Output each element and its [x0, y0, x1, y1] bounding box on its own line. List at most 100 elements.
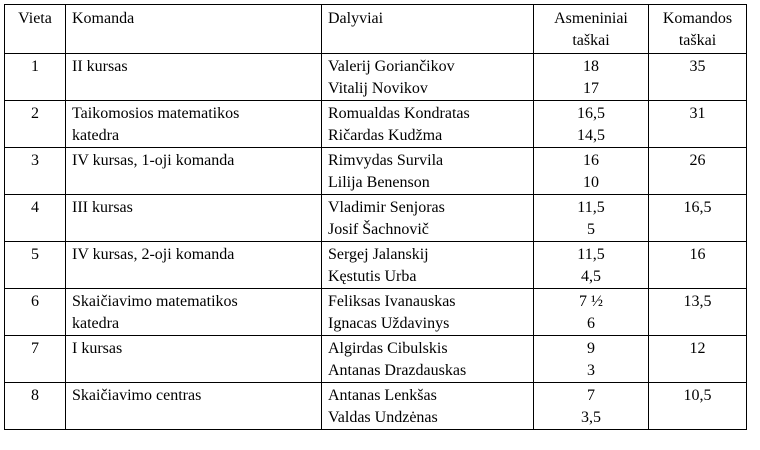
place-cell: 6	[4, 288, 66, 336]
results-table-container: Vieta Komanda Dalyviai Asmeniniai taškai…	[4, 4, 747, 430]
results-table: Vieta Komanda Dalyviai Asmeniniai taškai…	[4, 4, 747, 430]
participants-cell: Algirdas Cibulskis Antanas Drazdauskas	[321, 335, 534, 383]
participant-name: Feliksas Ivanauskas	[328, 293, 456, 310]
team-points-value: 16	[689, 246, 706, 263]
place-cell: 7	[4, 335, 66, 383]
personal-points-value: 4,5	[581, 268, 601, 285]
participant-name: Romualdas Kondratas	[328, 105, 470, 122]
team-name-line1: IV kursas, 1-oji komanda	[72, 152, 235, 169]
personal-points-cell: 11,5 4,5	[533, 241, 649, 289]
team-points-value: 12	[689, 340, 706, 357]
team-points-value: 31	[689, 105, 706, 122]
participant-name: Vitalij Novikov	[328, 80, 428, 97]
participant-name: Kęstutis Urba	[328, 268, 417, 285]
team-name-line1: Taikomosios matematikos	[72, 105, 240, 122]
table-row: 7 I kursas Algirdas Cibulskis Antanas Drazd…	[4, 335, 747, 383]
team-points-cell: 35	[648, 53, 747, 101]
personal-points-value: 10	[583, 174, 599, 191]
personal-points-value: 16	[583, 152, 599, 169]
team-points-value: 26	[689, 152, 706, 169]
team-name-line2: katedra	[72, 315, 120, 332]
personal-points-value: 11,5	[577, 199, 605, 216]
participant-name: Ričardas Kudžma	[328, 127, 443, 144]
team-points-cell: 26	[648, 147, 747, 195]
personal-points-cell: 16 10	[533, 147, 649, 195]
personal-points-value: 7 ½	[579, 293, 603, 310]
team-name-line2: katedra	[72, 127, 120, 144]
team-points-value: 35	[689, 58, 706, 75]
participant-name: Vladimir Senjoras	[328, 199, 445, 216]
participants-cell: Feliksas Ivanauskas Ignacas Uždavinys	[321, 288, 534, 336]
team-cell: IV kursas, 1-oji komanda	[65, 147, 322, 195]
team-name-line1: Skaičiavimo centras	[72, 387, 202, 404]
header-team: Komanda	[65, 4, 322, 54]
participants-cell: Vladimir Senjoras Josif Šachnovič	[321, 194, 534, 242]
place-cell: 5	[4, 241, 66, 289]
personal-points-cell: 11,5 5	[533, 194, 649, 242]
header-participants: Dalyviai	[321, 4, 534, 54]
participant-name: Algirdas Cibulskis	[328, 340, 448, 357]
personal-points-cell: 7 3,5	[533, 382, 649, 430]
results-body: 1 II kursas Valerij Goriančikov Vitalij Nov…	[4, 53, 747, 430]
personal-points-value: 6	[587, 315, 595, 332]
place-cell: 4	[4, 194, 66, 242]
team-points-cell: 16	[648, 241, 747, 289]
team-name-line1: II kursas	[72, 58, 128, 75]
participant-name: Lilija Benenson	[328, 174, 430, 191]
personal-points-cell: 16,5 14,5	[533, 100, 649, 148]
header-team-points-line2: taškai	[678, 32, 717, 49]
table-row: 2 Taikomosios matematikos katedra Romualdas…	[4, 100, 747, 148]
personal-points-value: 17	[583, 80, 599, 97]
team-points-cell: 12	[648, 335, 747, 383]
personal-points-value: 11,5	[577, 246, 605, 263]
header-team-points-line1: Komandos	[662, 10, 733, 27]
team-name-line1: IV kursas, 2-oji komanda	[72, 246, 235, 263]
team-points-value: 10,5	[683, 387, 712, 404]
header-personal-points: Asmeniniai taškai	[533, 4, 649, 54]
participant-name: Josif Šachnovič	[328, 221, 429, 238]
team-points-cell: 10,5	[648, 382, 747, 430]
team-cell: III kursas	[65, 194, 322, 242]
table-row: 5 IV kursas, 2-oji komanda Sergej Jalanski…	[4, 241, 747, 289]
participant-name: Antanas Lenkšas	[328, 387, 437, 404]
team-cell: Taikomosios matematikos katedra	[65, 100, 322, 148]
place-value: 7	[31, 340, 39, 357]
personal-points-value: 18	[583, 58, 599, 75]
place-cell: 3	[4, 147, 66, 195]
participant-name: Antanas Drazdauskas	[328, 362, 467, 379]
personal-points-value: 14,5	[577, 127, 605, 144]
personal-points-cell: 18 17	[533, 53, 649, 101]
participants-cell: Valerij Goriančikov Vitalij Novikov	[321, 53, 534, 101]
place-value: 4	[31, 199, 39, 216]
place-value: 1	[31, 58, 39, 75]
place-value: 8	[31, 387, 39, 404]
personal-points-value: 16,5	[577, 105, 605, 122]
header-place: Vieta	[4, 4, 66, 54]
personal-points-value: 7	[587, 387, 595, 404]
team-name-line1: I kursas	[72, 340, 123, 357]
participant-name: Valdas Undzėnas	[328, 409, 438, 426]
team-points-cell: 13,5	[648, 288, 747, 336]
participants-cell: Romualdas Kondratas Ričardas Kudžma	[321, 100, 534, 148]
team-points-value: 16,5	[683, 199, 712, 216]
personal-points-value: 3	[587, 362, 595, 379]
participants-cell: Antanas Lenkšas Valdas Undzėnas	[321, 382, 534, 430]
participant-name: Sergej Jalanskij	[328, 246, 429, 263]
place-value: 3	[31, 152, 39, 169]
place-value: 5	[31, 246, 39, 263]
place-cell: 8	[4, 382, 66, 430]
place-value: 6	[31, 293, 39, 310]
personal-points-value: 5	[587, 221, 595, 238]
place-cell: 2	[4, 100, 66, 148]
participant-name: Valerij Goriančikov	[328, 58, 455, 75]
team-points-cell: 31	[648, 100, 747, 148]
table-row: 8 Skaičiavimo centras Antanas Lenkšas Valda…	[4, 382, 747, 430]
team-cell: IV kursas, 2-oji komanda	[65, 241, 322, 289]
team-cell: Skaičiavimo matematikos katedra	[65, 288, 322, 336]
personal-points-value: 3,5	[581, 409, 601, 426]
participants-cell: Rimvydas Survila Lilija Benenson	[321, 147, 534, 195]
header-team-points: Komandos taškai	[648, 4, 747, 54]
team-points-cell: 16,5	[648, 194, 747, 242]
